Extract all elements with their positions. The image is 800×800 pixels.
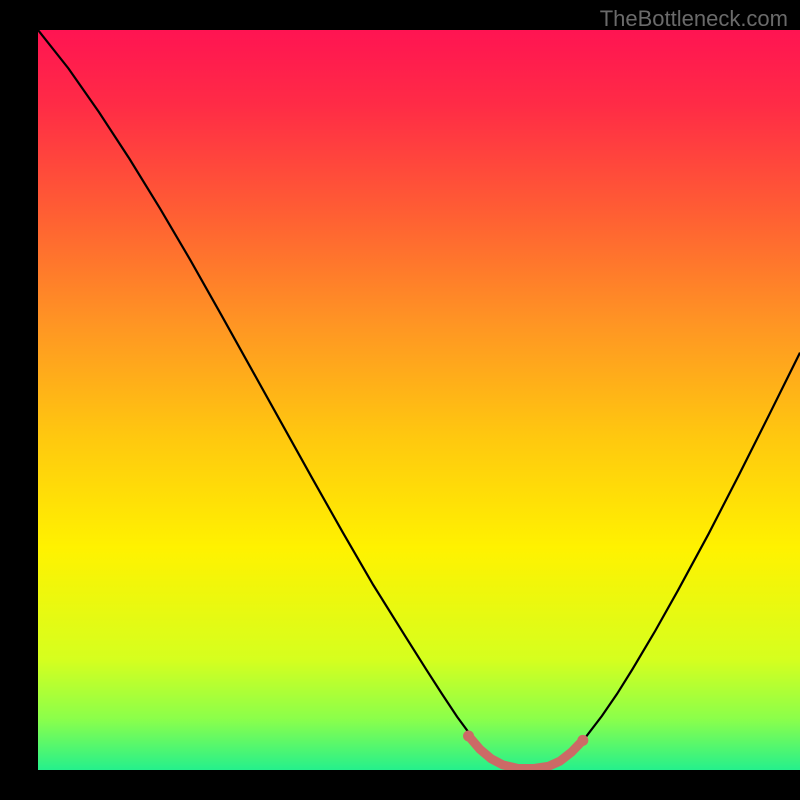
optimal-range-end-marker bbox=[577, 735, 588, 746]
optimal-range-segment bbox=[469, 736, 583, 769]
chart-container: TheBottleneck.com bbox=[0, 0, 800, 800]
bottleneck-curve bbox=[38, 30, 800, 769]
watermark-text: TheBottleneck.com bbox=[600, 6, 788, 32]
curve-layer bbox=[38, 30, 800, 770]
plot-area bbox=[38, 30, 800, 770]
optimal-range-start-marker bbox=[463, 730, 474, 741]
